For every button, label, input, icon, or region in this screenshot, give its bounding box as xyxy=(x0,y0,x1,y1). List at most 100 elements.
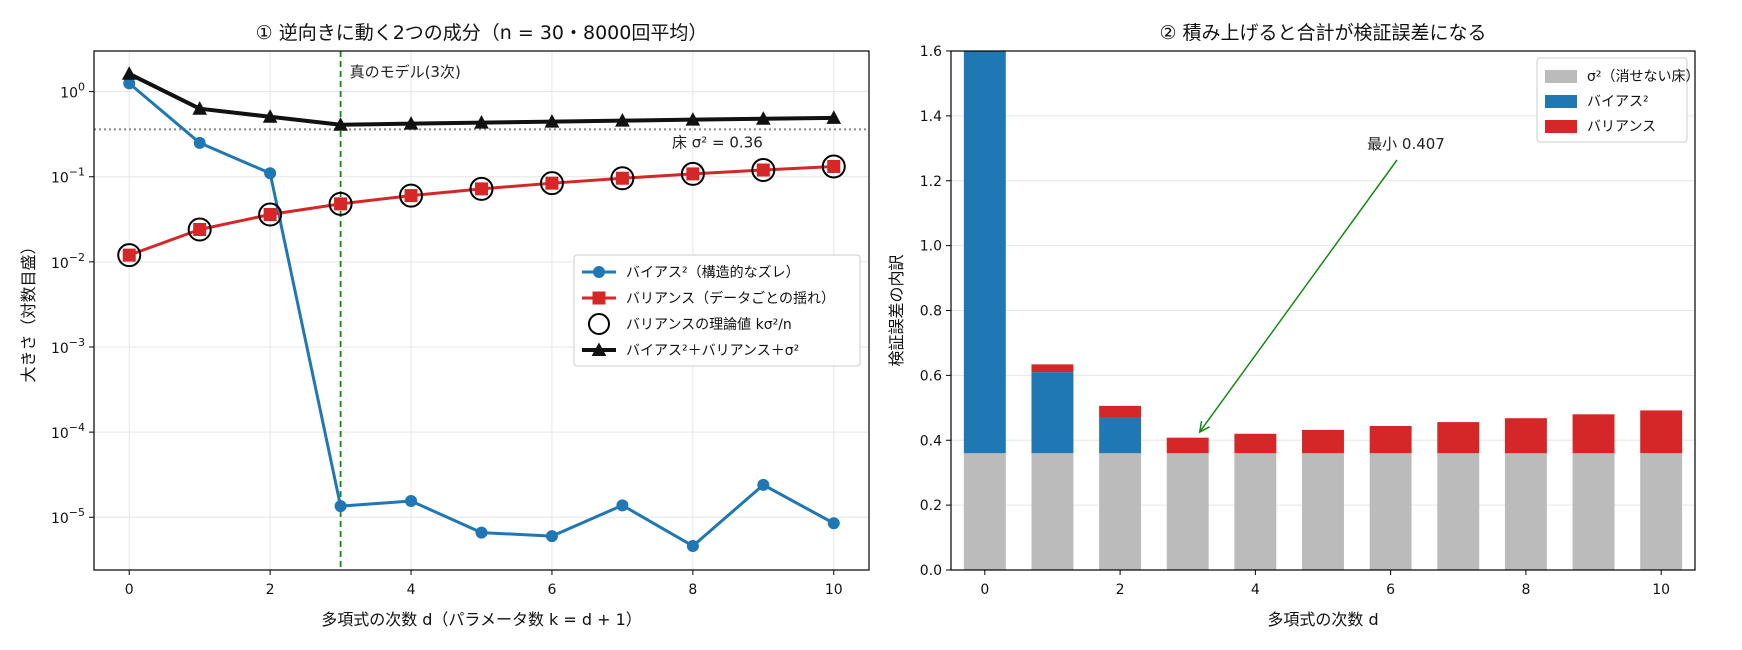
variance-point xyxy=(334,197,348,211)
legend-box xyxy=(573,254,861,367)
variance-point xyxy=(686,167,700,181)
floor-bar xyxy=(1166,453,1209,570)
y-tick-label: 10−1 xyxy=(51,166,85,187)
theory-point xyxy=(680,161,705,186)
bias-point xyxy=(616,499,629,512)
plot-frame xyxy=(93,50,870,571)
total-point xyxy=(192,101,208,115)
variance-bar xyxy=(1166,437,1209,454)
y-tick-label: 1.0 xyxy=(920,239,942,255)
variance-bar xyxy=(1099,405,1142,418)
x-tick-label: 4 xyxy=(407,582,416,598)
y-tick-label: 1.6 xyxy=(920,44,942,60)
y-axis-label: 大きさ（対数目盛） xyxy=(19,238,38,382)
variance-bar xyxy=(1437,422,1480,454)
legend-label: バイアス²＋バリアンス＋σ² xyxy=(626,343,799,359)
x-tick-label: 6 xyxy=(547,582,556,598)
true-model-label: 真のモデル(3次) xyxy=(350,63,461,81)
variance-bar xyxy=(1031,364,1074,373)
legend-label: バリアンス（データごとの揺れ） xyxy=(626,290,835,307)
legend-swatch-marker xyxy=(592,291,606,305)
bias-bar xyxy=(1031,372,1074,454)
legend-swatch xyxy=(1545,120,1577,133)
variance-point xyxy=(545,176,559,190)
legend-swatch-marker xyxy=(593,266,605,278)
theory-point xyxy=(258,202,283,227)
x-tick-label: 2 xyxy=(266,582,275,598)
bias-point xyxy=(334,500,347,513)
x-tick-label: 6 xyxy=(1386,582,1395,598)
y-tick-label: 0.2 xyxy=(920,498,942,514)
floor-bar xyxy=(1234,453,1277,570)
variance-point xyxy=(827,159,841,173)
y-tick-label: 0.8 xyxy=(920,304,942,320)
bias-point xyxy=(264,167,277,180)
legend-swatch xyxy=(1545,95,1577,108)
legend-label: バリアンス xyxy=(1587,119,1656,135)
y-tick-label: 1.2 xyxy=(920,174,942,190)
bias-point xyxy=(545,530,558,543)
x-tick-label: 0 xyxy=(980,582,989,598)
variance-point xyxy=(263,208,277,222)
bars-group xyxy=(963,51,1683,570)
theory-point xyxy=(821,154,846,179)
floor-bar xyxy=(1640,453,1683,570)
x-tick-label: 0 xyxy=(125,582,134,598)
variance-bar xyxy=(1572,414,1615,454)
bias-point xyxy=(757,478,770,491)
total-point xyxy=(403,116,419,130)
total-point xyxy=(826,110,842,124)
x-tick-label: 8 xyxy=(1521,582,1530,598)
total-point xyxy=(262,109,278,123)
chart-panel-left: 床 σ² = 0.36 真のモデル(3次) 0 2 4 6 8 10 100 10−1 10−2 10… xyxy=(19,22,870,629)
y-tick-label: 10−3 xyxy=(51,336,85,357)
theory-point xyxy=(610,166,635,191)
bias-point xyxy=(475,526,488,539)
floor-bar xyxy=(1302,453,1344,570)
floor-bar xyxy=(1504,453,1547,570)
total-point xyxy=(685,112,701,126)
theory-point xyxy=(117,243,142,268)
x-axis-label: 多項式の次数 d xyxy=(1267,610,1378,629)
chart-title: ② 積み上げると合計が検証誤差になる xyxy=(1159,22,1486,44)
total-point xyxy=(474,115,489,129)
bias-point xyxy=(686,539,699,552)
y-axis-label: 検証誤差の内訳 xyxy=(887,254,906,366)
x-tick-label: 10 xyxy=(825,582,843,598)
total-point xyxy=(544,114,560,128)
legend-label: バイアス²（構造的なズレ） xyxy=(626,265,800,281)
theory-point xyxy=(399,183,424,208)
y-tick-label: 0.6 xyxy=(920,368,942,384)
x-tick-label: 4 xyxy=(1251,582,1260,598)
legend-swatch-marker xyxy=(588,313,610,335)
variance-point xyxy=(756,163,770,177)
y-tick-label: 1.4 xyxy=(920,109,942,125)
total-point xyxy=(755,111,771,125)
x-tick-label: 8 xyxy=(688,582,697,598)
legend-swatch xyxy=(1545,70,1577,83)
arrow-head xyxy=(1198,420,1210,434)
total-point xyxy=(121,66,137,80)
variance-line xyxy=(128,164,834,257)
legend-label: σ²（消せない床） xyxy=(1587,69,1700,85)
theory-point xyxy=(328,191,353,216)
bias-bar xyxy=(963,51,1006,454)
y-tick-label: 0.4 xyxy=(920,433,942,449)
legend-label: バイアス² xyxy=(1587,94,1649,110)
variance-point xyxy=(122,248,136,262)
bias-point xyxy=(827,517,840,530)
theory-point xyxy=(539,171,564,196)
x-tick-label: 10 xyxy=(1652,582,1670,598)
total-point xyxy=(333,117,348,131)
min-annotation-label: 最小 0.407 xyxy=(1367,135,1445,153)
theory-point xyxy=(469,176,494,201)
variance-point xyxy=(193,222,207,236)
floor-label: 床 σ² = 0.36 xyxy=(672,133,763,151)
variance-point xyxy=(615,171,629,185)
bias-point xyxy=(193,136,206,149)
theory-point xyxy=(751,157,776,182)
floor-bar xyxy=(963,453,1006,570)
y-tick-label: 10−5 xyxy=(51,506,85,527)
min-annotation-arrow xyxy=(1199,159,1398,433)
